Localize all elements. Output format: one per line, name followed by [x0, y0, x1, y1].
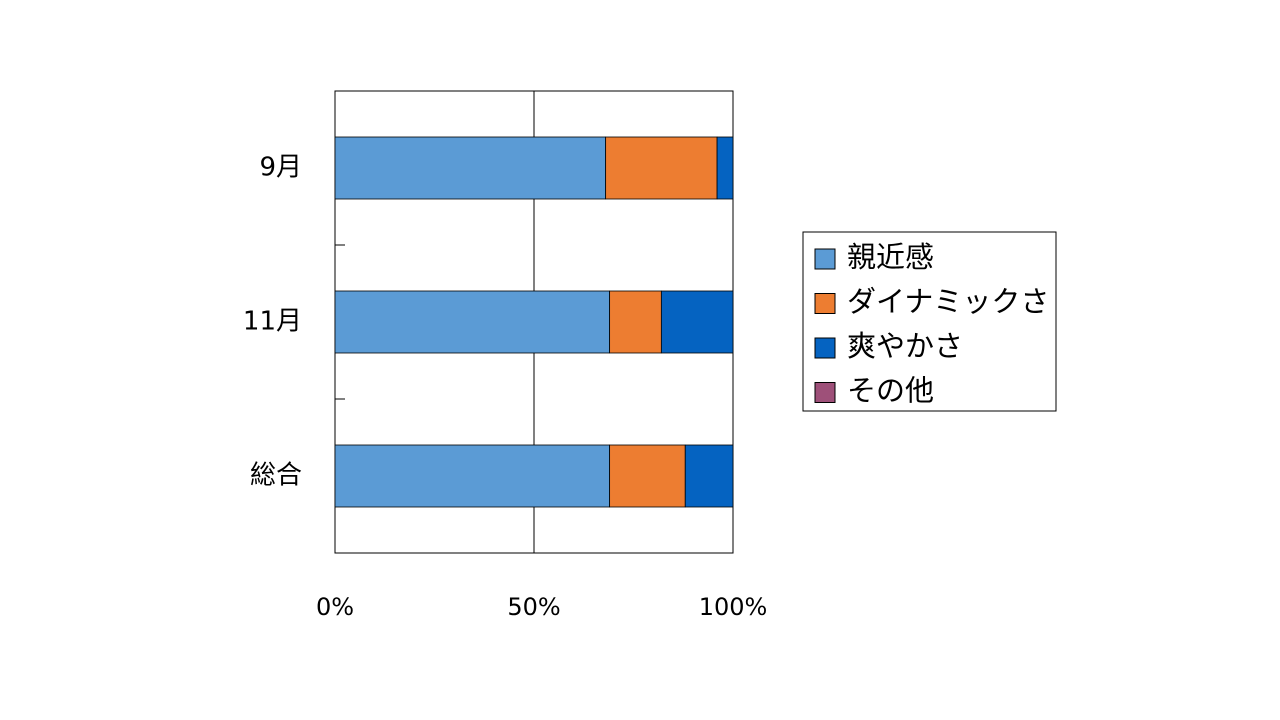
- legend-box: [802, 231, 1057, 412]
- bar-segment: [609, 444, 686, 508]
- x-tick-label: 0%: [316, 593, 354, 621]
- y-tick-label: 9月: [259, 153, 302, 183]
- legend-swatch: [814, 248, 836, 270]
- bar-segment: [334, 444, 611, 508]
- legend-label: その他: [847, 374, 934, 408]
- legend-label: 親近感: [847, 240, 934, 274]
- bar-segment: [609, 290, 662, 354]
- y-tick-label: 総合: [250, 461, 302, 491]
- y-tick-label: 11月: [243, 307, 302, 337]
- legend-swatch: [814, 382, 836, 403]
- legend-label: 爽やかさ: [847, 329, 963, 363]
- bar-segment: [660, 290, 734, 354]
- x-tick-label: 50%: [507, 593, 560, 621]
- x-tick-label: 100%: [699, 593, 768, 621]
- bar-segment: [684, 444, 734, 508]
- bar-segment: [605, 136, 718, 200]
- bar-segment: [334, 136, 607, 200]
- bar-segment: [716, 136, 734, 200]
- legend-swatch: [814, 293, 836, 314]
- legend-label: ダイナミックさ: [847, 285, 1049, 319]
- bar-segment: [334, 290, 611, 354]
- legend-swatch: [814, 337, 836, 359]
